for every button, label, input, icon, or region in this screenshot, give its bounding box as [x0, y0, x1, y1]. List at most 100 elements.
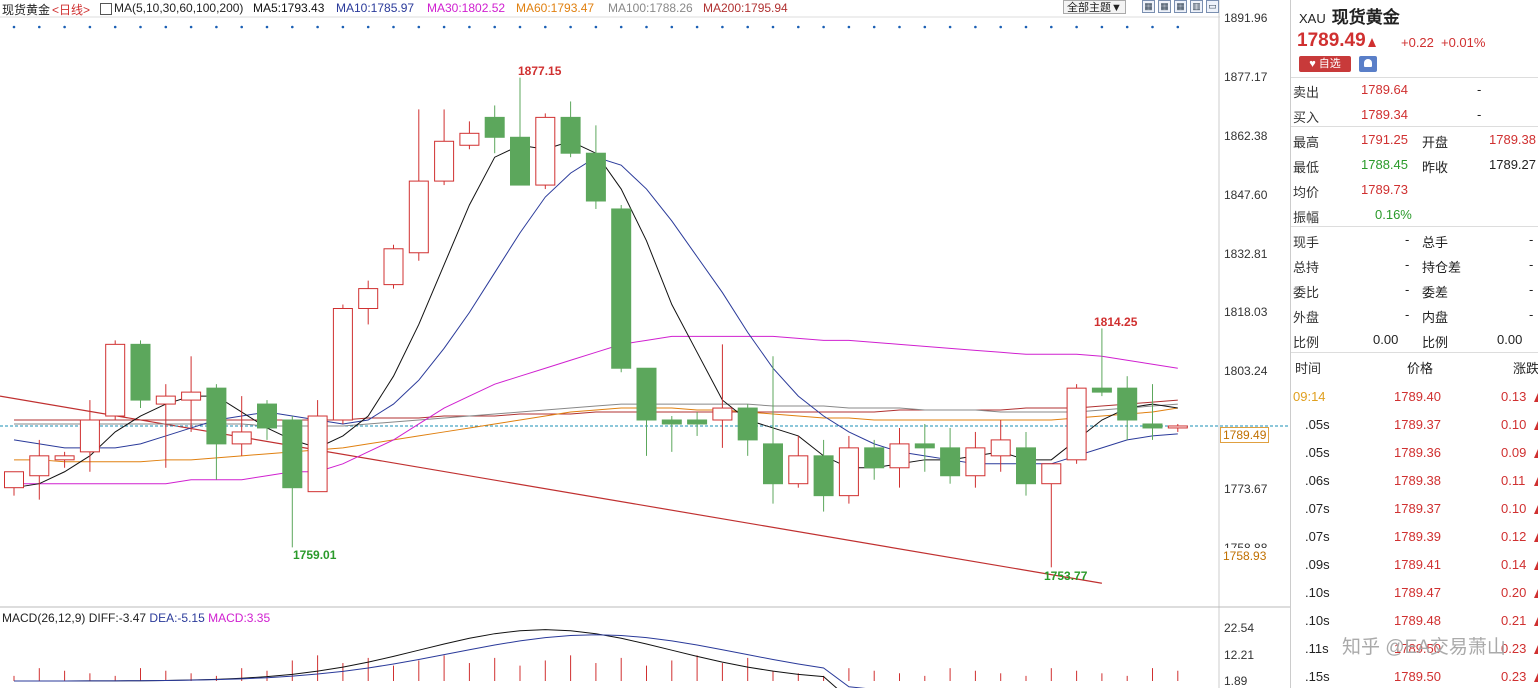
candle: [788, 455, 809, 485]
stats-row: 现手 - 总手 -: [1293, 232, 1534, 250]
tick-header: 时间 价格 涨跌: [1295, 361, 1538, 376]
split-icon[interactable]: ▥: [1190, 0, 1203, 13]
period-selector[interactable]: <日线>: [52, 3, 91, 17]
up-arrow-icon: [1534, 589, 1538, 598]
up-arrow-icon: [1534, 673, 1538, 682]
y-axis-tick-label: 1832.81: [1224, 246, 1268, 261]
marker-dot: [392, 25, 395, 29]
grid-remove-icon[interactable]: ▦: [1174, 0, 1187, 13]
alert-bell-icon[interactable]: [1359, 56, 1377, 72]
candle: [560, 116, 581, 154]
marker-dot: [265, 25, 269, 29]
ma200-label: MA200:1795.94: [703, 1, 788, 15]
macd-axis-label: 12.21: [1224, 647, 1255, 662]
marker-dot: [898, 25, 901, 29]
symbol-name: 现货黄金: [2, 3, 51, 17]
symbol-code: XAU: [1299, 11, 1326, 26]
up-arrow-icon: [1534, 645, 1538, 654]
tick-row[interactable]: .05s 1789.37 0.10: [1291, 411, 1538, 439]
up-arrow-icon: [1534, 477, 1538, 486]
grid-add-icon[interactable]: ▦: [1158, 0, 1171, 13]
ma-label: MA(5,10,30,60,100,200): [114, 1, 244, 15]
last-price: 1789.49: [1297, 30, 1376, 52]
high-open-row: 最高 1791.25 开盘 1789.38: [1293, 132, 1536, 150]
marker-dot: [999, 25, 1002, 29]
candle: [231, 431, 252, 445]
candle: [611, 208, 632, 369]
candle: [307, 415, 328, 493]
ma-settings-icon[interactable]: [100, 3, 112, 15]
quote-panel: XAU 现货黄金 1789.49 +0.22 +0.01% ♥ 自选 卖出 178…: [1290, 0, 1538, 688]
tick-row[interactable]: .10s 1789.47 0.20: [1291, 579, 1538, 607]
candle: [661, 419, 682, 425]
watermark: 知乎 @EA交易萧山: [1342, 637, 1506, 658]
price-change: +0.22: [1401, 35, 1434, 50]
candle: [105, 343, 126, 417]
marker-dot: [721, 25, 724, 29]
y-axis-tick-label: 1803.24: [1224, 364, 1268, 379]
candle: [54, 455, 75, 461]
ma100-line: [14, 403, 1178, 427]
up-arrow-icon: [1367, 38, 1376, 47]
quote-title: XAU 现货黄金: [1299, 3, 1400, 28]
marker-dot: [569, 25, 572, 29]
candle: [1041, 463, 1062, 485]
candle: [712, 407, 733, 421]
marker-dot: [417, 25, 421, 29]
tick-row[interactable]: .07s 1789.37 0.10: [1291, 495, 1538, 523]
dea-line: [13, 634, 866, 688]
candle: [864, 447, 885, 469]
tick-row[interactable]: .15s 1789.50 0.23: [1291, 663, 1538, 691]
tick-row[interactable]: .06s 1789.38 0.11: [1291, 467, 1538, 495]
candle: [79, 419, 100, 453]
marker-dot: [1100, 25, 1104, 29]
marker-dot: [544, 25, 547, 29]
tick-row[interactable]: .09s 1789.41 0.14: [1291, 551, 1538, 579]
candle: [813, 455, 834, 497]
macd-axis-label: 22.54: [1224, 621, 1255, 635]
candle: [1142, 423, 1163, 429]
candle: [889, 443, 910, 469]
amplitude-row: 振幅 0.16%: [1293, 207, 1412, 225]
tick-row[interactable]: 09:14 1789.40 0.13: [1291, 383, 1538, 411]
ma60-line: [14, 407, 1178, 463]
macd-label: MACD(26,12,9): [2, 611, 86, 625]
grid-icon[interactable]: ▦: [1142, 0, 1155, 13]
up-arrow-icon: [1534, 617, 1538, 626]
marker-dot: [619, 25, 623, 29]
marker-dot: [1176, 25, 1180, 29]
stats-row: 委比 - 委差 -: [1293, 282, 1534, 300]
marker-dot: [974, 25, 977, 29]
candle: [130, 343, 151, 401]
candle: [484, 116, 505, 138]
candlestick-chart[interactable]: 1877.15 1814.25 1759.01 1753.77: [0, 0, 1290, 688]
candle: [29, 455, 50, 477]
ma5-label: MA5:1793.43: [253, 1, 325, 15]
marker-dot: [493, 25, 497, 29]
macd-value-label: MACD:3.35: [208, 611, 271, 625]
up-arrow-icon: [1534, 449, 1538, 458]
up-arrow-icon: [1534, 393, 1538, 402]
tick-row[interactable]: .07s 1789.39 0.12: [1291, 523, 1538, 551]
candle: [1066, 387, 1087, 461]
tick-row[interactable]: .05s 1789.36 0.09: [1291, 439, 1538, 467]
stats-row: 外盘 - 内盘 -: [1293, 307, 1534, 325]
tick-row[interactable]: .11s 1789.50 0.23: [1291, 635, 1538, 663]
theme-button[interactable]: 全部主题▼: [1063, 0, 1126, 14]
marker-dot: [1125, 25, 1129, 29]
marker-dot: [1024, 25, 1028, 29]
ma100-label: MA100:1788.26: [608, 1, 693, 15]
marker-dot: [12, 25, 16, 29]
marker-dot: [38, 25, 41, 29]
tick-row[interactable]: .10s 1789.48 0.21: [1291, 607, 1538, 635]
marker-dot: [316, 25, 319, 29]
macd-header: MACD(26,12,9) DIFF:-3.47 DEA:-5.15 MACD:…: [2, 611, 270, 625]
ma60-label: MA60:1793.47: [516, 1, 595, 15]
y-axis-tick-label: 1877.17: [1224, 69, 1268, 84]
marker-dot: [215, 25, 218, 29]
marker-dot: [1151, 25, 1154, 29]
marker-dot: [695, 25, 699, 29]
window-icon[interactable]: ▭: [1206, 0, 1219, 13]
add-favorite-button[interactable]: ♥ 自选: [1299, 56, 1351, 72]
marker-dot: [1075, 25, 1078, 29]
